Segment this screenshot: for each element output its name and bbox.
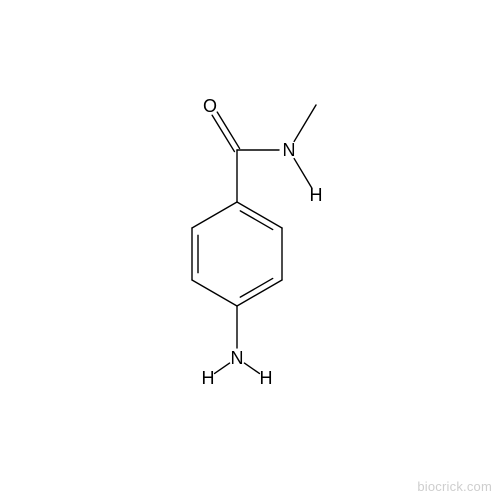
atom-label-n_bot: N bbox=[231, 349, 244, 367]
molecule-svg bbox=[0, 0, 500, 500]
molecule-canvas: NHONHH bbox=[0, 0, 500, 500]
atom-label-n_top: N bbox=[283, 141, 296, 159]
atom-label-h_b1: H bbox=[202, 369, 215, 387]
atom-label-o: O bbox=[203, 97, 217, 115]
atom-label-h_top: H bbox=[310, 186, 323, 204]
watermark-text: biocrick.com bbox=[417, 479, 492, 494]
atom-label-h_b2: H bbox=[260, 369, 273, 387]
